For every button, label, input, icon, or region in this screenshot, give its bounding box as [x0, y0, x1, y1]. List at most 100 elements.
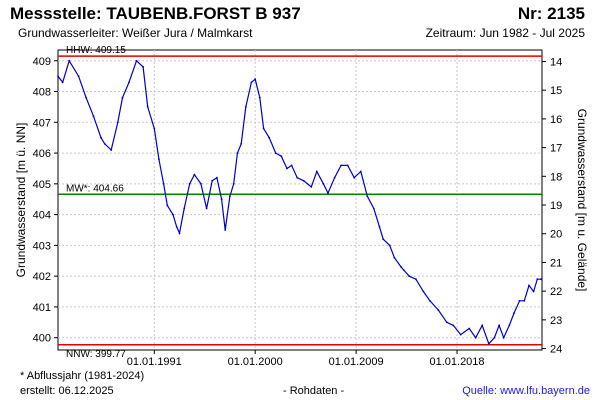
left-axis-ticks: 400 401 402 403 404 405 406 407 408 409: [33, 56, 58, 345]
data-point: [220, 198, 223, 201]
left-tick-label: 406: [33, 148, 51, 160]
x-tick-label: 01.01.1991: [127, 356, 182, 368]
data-point: [372, 207, 375, 210]
right-tick-label: 18: [550, 171, 562, 183]
data-point: [232, 182, 235, 185]
data-point: [286, 167, 288, 170]
data-point: [224, 229, 227, 231]
data-point: [280, 155, 283, 158]
right-tick-label: 20: [550, 229, 562, 241]
data-point: [437, 309, 440, 311]
data-point: [382, 238, 385, 241]
data-point: [378, 226, 381, 228]
left-tick-label: 401: [33, 302, 51, 314]
data-point: [258, 96, 261, 99]
data-point: [274, 152, 277, 155]
station-number: Nr: 2135: [517, 4, 585, 23]
data-point: [85, 96, 87, 99]
right-tick-label: 16: [550, 114, 562, 126]
data-point: [540, 278, 542, 281]
data-point: [100, 136, 102, 139]
data-point: [402, 269, 405, 271]
data-point: [393, 256, 396, 259]
data-point: [103, 142, 106, 145]
data-point: [346, 164, 349, 167]
data-point: [205, 207, 208, 210]
station-title: Messstelle: TAUBENB.FORST B 937: [10, 4, 301, 23]
data-point: [528, 284, 530, 287]
data-point: [240, 142, 243, 145]
right-tick-label: 21: [550, 257, 562, 269]
data-point: [518, 299, 521, 302]
data-point: [236, 152, 239, 155]
data-point: [92, 115, 95, 118]
data-point: [366, 195, 369, 198]
data-point: [110, 149, 113, 151]
data-point: [481, 324, 484, 327]
series-layer: [57, 59, 542, 345]
x-tick-label: 01.01.2000: [228, 356, 283, 368]
left-tick-label: 405: [33, 179, 51, 191]
left-tick-label: 408: [33, 87, 51, 99]
data-point: [183, 207, 186, 210]
data-point: [523, 299, 526, 302]
right-tick-label: 14: [550, 56, 562, 68]
data-point: [121, 96, 124, 99]
data-point: [175, 226, 178, 228]
data-point: [188, 182, 191, 185]
data-point: [315, 170, 318, 173]
data-point: [493, 336, 496, 339]
data-point: [388, 244, 391, 247]
plot-frame: [57, 49, 543, 351]
right-tick-label: 23: [550, 315, 562, 327]
data-point: [400, 266, 402, 268]
reference-label-mean: MW*: 404.66: [66, 183, 124, 194]
data-point: [333, 176, 336, 179]
data-point: [262, 127, 265, 130]
data-point: [268, 136, 271, 139]
data-point: [310, 186, 313, 188]
data-point: [116, 121, 119, 124]
x-axis-ticks: 01.01.1991 01.01.2000 01.01.2009 01.01.2018: [127, 350, 485, 368]
data-point: [158, 158, 160, 161]
data-point: [452, 324, 455, 327]
right-axis-ticks: 14 15 16 17 18 19 20 21 22 23 24: [542, 56, 562, 356]
data-point: [146, 106, 149, 108]
period-label: Zeitraum: Jun 1982 - Jul 2025: [425, 26, 585, 40]
data-point: [250, 81, 253, 84]
data-point: [229, 195, 231, 198]
data-point: [296, 176, 299, 179]
data-point: [536, 278, 539, 281]
data-point: [459, 333, 462, 336]
data-point: [445, 321, 448, 324]
right-tick-label: 15: [550, 85, 562, 97]
data-point: [302, 179, 305, 182]
right-tick-label: 22: [550, 286, 562, 298]
hydrological-year-note: * Abflussjahr (1981-2024): [20, 370, 145, 382]
left-tick-label: 400: [33, 333, 51, 345]
data-point: [128, 81, 130, 84]
raw-data-label: - Rohdaten -: [283, 385, 345, 397]
data-point: [508, 324, 511, 327]
data-point: [57, 75, 59, 78]
left-tick-label: 409: [33, 56, 51, 68]
reference-label-max: HHW: 409.15: [66, 45, 126, 56]
data-point: [166, 204, 169, 207]
data-point: [211, 179, 214, 182]
left-tick-label: 404: [33, 210, 51, 222]
data-point: [172, 213, 174, 216]
left-tick-label: 407: [33, 117, 51, 129]
source-link[interactable]: www.lfu.bayern.de: [500, 385, 590, 397]
reference-lines: HHW: 409.15 MW*: 404.66 NNW: 399.77: [58, 45, 542, 360]
created-date: erstellt: 06.12.2025: [20, 385, 114, 397]
right-tick-label: 24: [550, 344, 562, 356]
data-point: [142, 66, 145, 68]
aquifer-label: Grundwasserleiter: Weißer Jura / Malmkar…: [18, 26, 253, 40]
left-tick-label: 403: [33, 240, 51, 252]
data-point: [68, 59, 71, 62]
data-point: [468, 327, 471, 330]
y-axis-label-right: Grundwasserstand [m u. Gelände]: [575, 109, 589, 292]
data-point: [474, 336, 477, 339]
reference-label-min: NNW: 399.77: [66, 349, 126, 360]
data-point: [353, 176, 356, 179]
